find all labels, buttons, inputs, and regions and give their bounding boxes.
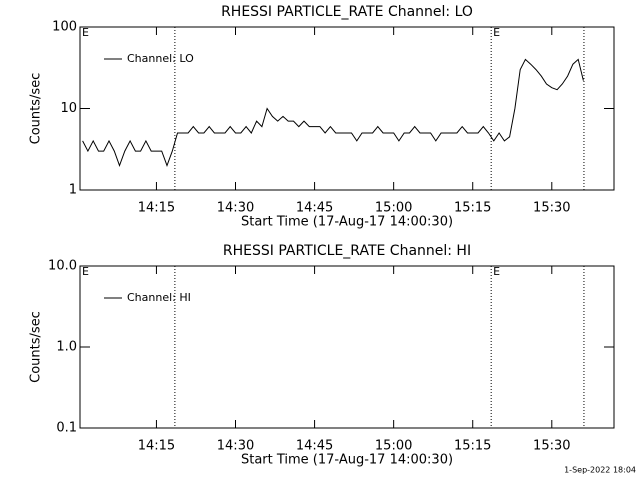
x-tick-label: 14:45 xyxy=(296,201,333,216)
chart-title: RHESSI PARTICLE_RATE Channel: LO xyxy=(221,4,473,20)
x-tick-label: 14:15 xyxy=(138,439,175,454)
x-tick-label: 15:00 xyxy=(375,201,412,216)
y-tick-label: 1.0 xyxy=(56,340,77,355)
x-tick-label: 14:45 xyxy=(296,439,333,454)
data-line xyxy=(82,58,584,167)
footer: 1-Sep-2022 18:04 xyxy=(564,466,636,475)
legend-label: Channel: HI xyxy=(127,291,191,304)
y-tick-label: 10 xyxy=(60,101,77,116)
x-tick-label: 14:15 xyxy=(138,201,175,216)
x-axis-label: Start Time (17-Aug-17 14:00:30) xyxy=(241,453,453,468)
y-tick-label: 10.0 xyxy=(48,259,77,274)
y-axis-label: Counts/sec xyxy=(29,311,44,383)
x-tick-label: 15:00 xyxy=(375,439,412,454)
x-tick-label: 15:15 xyxy=(454,201,491,216)
x-tick-label: 15:30 xyxy=(533,439,570,454)
chart-title: RHESSI PARTICLE_RATE Channel: HI xyxy=(223,243,471,259)
annotation: E xyxy=(493,265,500,278)
y-tick-label: 1 xyxy=(69,183,77,198)
annotation: E xyxy=(82,26,89,39)
y-tick-label: 100 xyxy=(52,20,77,35)
x-tick-label: 14:30 xyxy=(217,439,254,454)
x-axis-label: Start Time (17-Aug-17 14:00:30) xyxy=(241,215,453,230)
y-tick-label: 0.1 xyxy=(56,421,77,436)
x-tick-label: 14:30 xyxy=(217,201,254,216)
x-tick-label: 15:15 xyxy=(454,439,491,454)
legend-label: Channel: LO xyxy=(127,52,194,65)
x-tick-label: 15:30 xyxy=(533,201,570,216)
y-axis-label: Counts/sec xyxy=(29,73,44,145)
annotation: E xyxy=(82,265,89,278)
annotation: E xyxy=(493,26,500,39)
